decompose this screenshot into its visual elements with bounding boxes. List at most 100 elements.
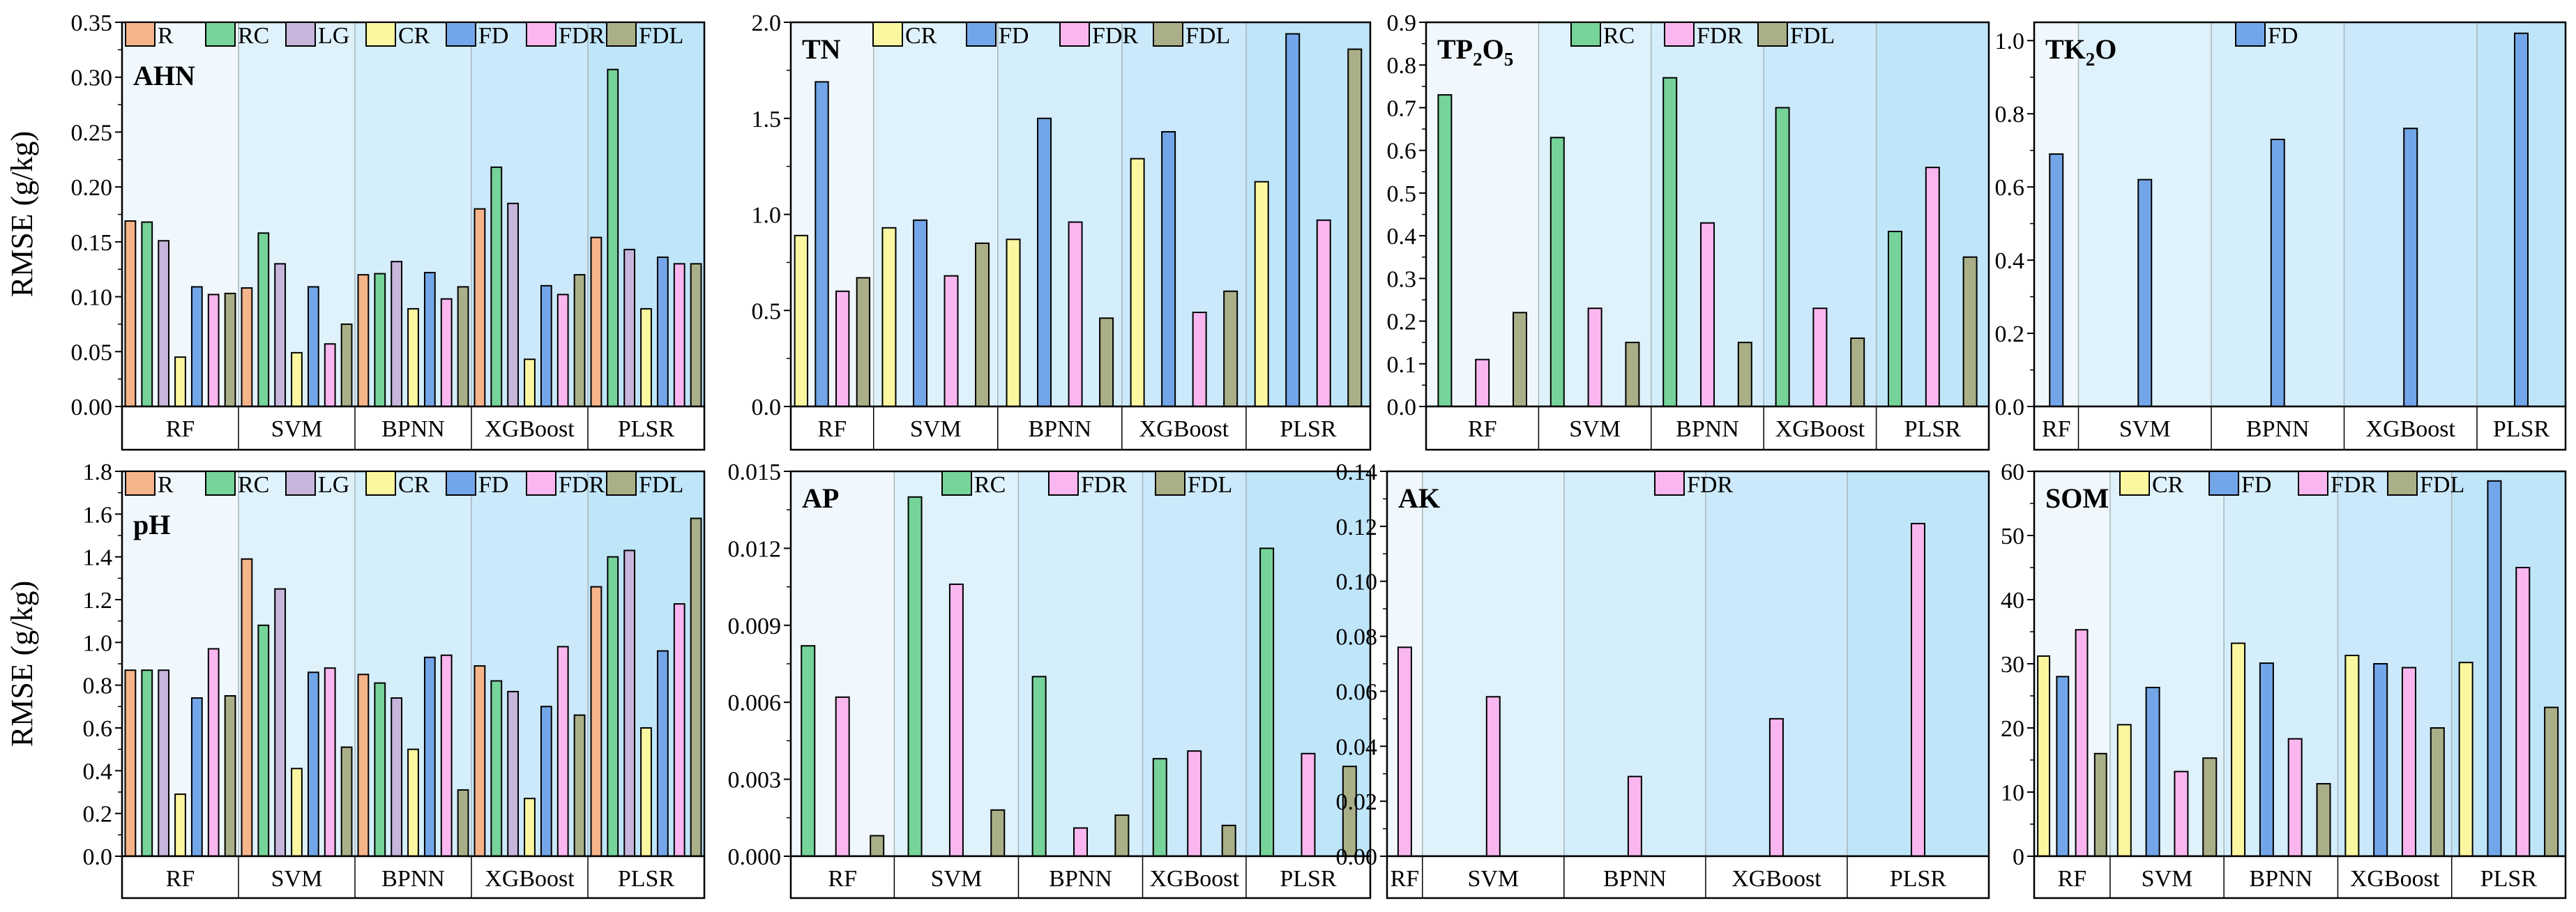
bar-fdr-rf — [1397, 646, 1412, 857]
chart-title: SOM — [2045, 482, 2109, 514]
legend-swatch-fd — [966, 22, 997, 47]
chart-panel-som: RF SVM BPNN XGBoost PLSR 0 10 20 30 40 50 60 SOM CR FD… — [2001, 459, 2567, 899]
bar-fd-rf — [190, 286, 203, 407]
y-tick-label: 0.000 — [728, 844, 782, 870]
category-band-xgboost — [471, 22, 588, 406]
y-tick-label: 0.6 — [83, 716, 113, 742]
bar-fdr-plsr — [1910, 522, 1925, 858]
chart-panel-ap: RF SVM BPNN XGBoost PLSR 0.000 0.003 0.006 0.009… — [728, 459, 1372, 899]
legend-label-fdl: FDL — [2420, 472, 2464, 498]
chart-title: pH — [133, 509, 170, 540]
chart-title: TN — [802, 33, 841, 65]
category-label: RF — [1391, 866, 1420, 892]
legend-label-fdl: FDL — [639, 472, 683, 498]
bar-fd-plsr — [1285, 33, 1301, 407]
legend-swatch-r — [125, 22, 156, 47]
title-part: TP — [1437, 33, 1473, 65]
y-tick-label: 0.4 — [1995, 248, 2025, 274]
bar-fdl-xgboost — [1850, 337, 1865, 407]
y-tick-label: 0.14 — [1336, 459, 1378, 485]
bar-cr-svm — [2116, 724, 2132, 858]
legend-swatch-cr — [872, 22, 903, 47]
y-tick-label: 0.20 — [71, 175, 113, 201]
chart-title: AP — [802, 482, 839, 514]
bar-fdr-rf — [207, 648, 220, 857]
bar-fdr-bpnn — [440, 654, 453, 857]
category-label: SVM — [2119, 416, 2171, 442]
bar-cr-xgboost — [524, 798, 536, 857]
bar-lg-plsr — [623, 248, 636, 407]
chart-title: TK2O — [2045, 33, 2116, 70]
legend-label-cr: CR — [2152, 472, 2184, 498]
y-tick-label: 0.4 — [1387, 224, 1417, 250]
y-tick-label: 0.10 — [71, 285, 113, 311]
y-tick-label: 2.0 — [752, 10, 782, 36]
y-tick-label: 0.0 — [752, 395, 782, 420]
category-label: RF — [1468, 416, 1497, 442]
bar-cr-xgboost — [2344, 655, 2360, 857]
bar-fd-rf — [190, 697, 203, 857]
legend-label-cr: CR — [398, 23, 430, 49]
bar-rc-rf — [141, 669, 153, 857]
bar-fd-plsr — [2514, 32, 2529, 407]
bar-fd-svm — [2145, 687, 2160, 857]
bar-fdl-xgboost — [573, 714, 586, 857]
bar-fdl-bpnn — [457, 789, 469, 858]
legend-label-r: R — [158, 472, 174, 498]
y-tick-label: 1.6 — [83, 502, 113, 528]
bar-fd-svm — [912, 219, 927, 407]
category-label: BPNN — [2249, 866, 2312, 892]
category-label: PLSR — [1280, 416, 1337, 442]
bar-cr-plsr — [2458, 662, 2473, 857]
y-tick-label: 1.0 — [83, 630, 113, 656]
y-tick-label: 0.0 — [1995, 395, 2025, 420]
legend-swatch-fdr — [2298, 471, 2328, 496]
category-label: SVM — [1467, 866, 1519, 892]
bar-cr-rf — [794, 234, 809, 407]
bar-fdr-xgboost — [1187, 750, 1202, 857]
legend-label-lg: LG — [318, 23, 349, 49]
bar-fdl-plsr — [690, 517, 702, 857]
legend-swatch-lg — [285, 471, 316, 496]
legend-label-fdr: FDR — [559, 23, 605, 49]
category-axis-strip — [1386, 855, 1990, 899]
legend-swatch-rc — [1570, 22, 1601, 47]
legend-label-fd: FD — [2241, 472, 2271, 498]
bar-fdr-rf — [835, 290, 850, 408]
bar-fdl-svm — [990, 809, 1006, 858]
bar-fd-bpnn — [1037, 117, 1052, 407]
bar-fd-bpnn — [423, 656, 436, 857]
bar-rc-bpnn — [1662, 77, 1678, 407]
y-tick-label: 0.02 — [1336, 789, 1378, 815]
y-tick-label: 0.35 — [71, 10, 113, 36]
y-axis-label-bottom: RMSE (g/kg) — [5, 581, 39, 747]
y-tick-label: 0.015 — [728, 459, 782, 485]
legend-label-rc: RC — [238, 23, 269, 49]
legend-label-rc: RC — [1603, 23, 1635, 49]
bar-cr-svm — [291, 351, 303, 407]
legend-label-fdl: FDL — [1790, 23, 1835, 49]
bar-cr-xgboost — [1130, 158, 1145, 407]
bar-fdl-bpnn — [457, 286, 469, 407]
bar-fd-rf — [815, 81, 829, 407]
legend-label-lg: LG — [318, 472, 349, 498]
category-label: XGBoost — [2350, 866, 2440, 892]
bar-lg-svm — [274, 263, 287, 408]
category-band-svm — [238, 22, 355, 406]
bar-r-rf — [124, 220, 137, 407]
legend-swatch-fd — [2208, 471, 2239, 496]
bar-fdl-bpnn — [2316, 783, 2331, 858]
legend-label-fdr: FDR — [1092, 23, 1138, 49]
y-tick-label: 0.04 — [1336, 734, 1378, 760]
bar-fdr-xgboost — [1768, 717, 1784, 858]
bar-r-bpnn — [357, 674, 370, 857]
bar-fd-xgboost — [1161, 131, 1176, 407]
legend-label-fd: FD — [478, 23, 508, 49]
category-label: XGBoost — [1139, 416, 1229, 442]
legend-swatch-fdr — [1664, 22, 1695, 47]
legend-label-fd: FD — [478, 472, 508, 498]
y-axis-label-top: RMSE (g/kg) — [5, 131, 39, 297]
legend-swatch-fdl — [2387, 471, 2418, 496]
chart-panel-ahn: RF SVM BPNN XGBoost PLSR 0.00 0.05 0.10 0.15 0.20… — [71, 10, 706, 451]
category-label: SVM — [271, 416, 323, 442]
